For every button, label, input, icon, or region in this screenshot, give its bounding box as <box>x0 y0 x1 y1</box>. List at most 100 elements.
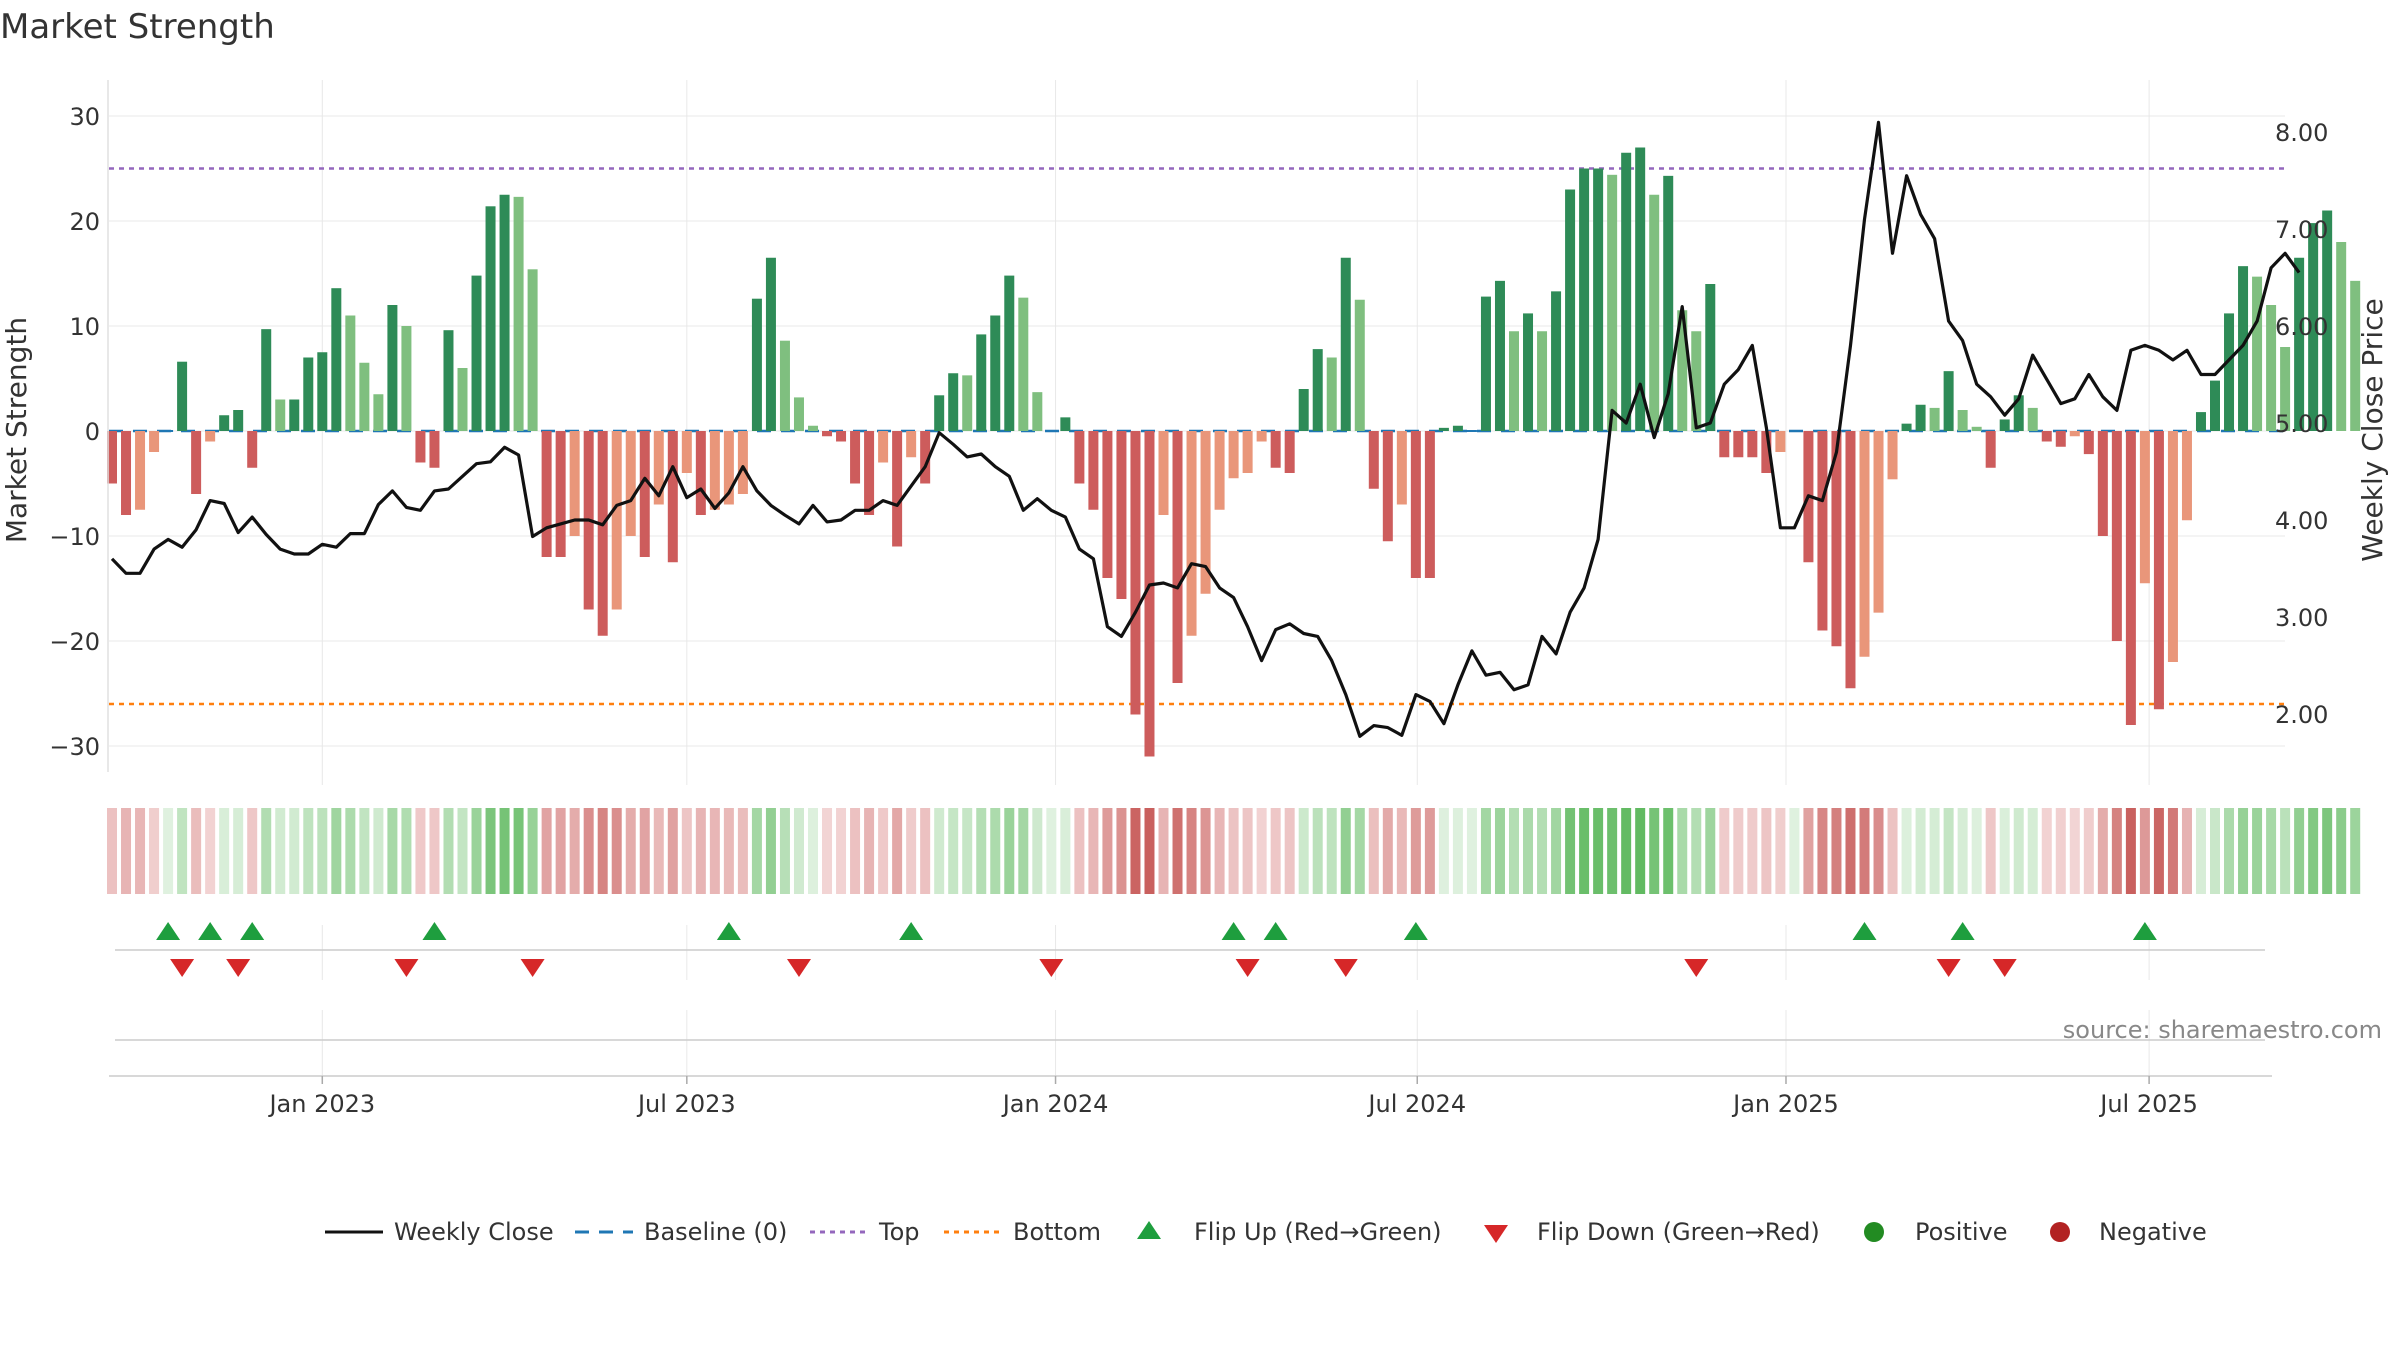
strength-bar-positive <box>765 257 776 431</box>
strength-bar-negative <box>541 431 552 557</box>
heat-strip-cell <box>1915 808 1926 894</box>
strength-bar-negative <box>1719 431 1730 458</box>
y-tick-label: 20 <box>69 208 100 236</box>
heat-strip-cell <box>261 808 272 894</box>
strength-bar-positive <box>2322 210 2333 431</box>
strength-bar-positive <box>976 334 987 431</box>
strength-bar-negative <box>1733 431 1744 458</box>
legend-item-flip-down: Flip Down (Green→Red) <box>1484 1218 1820 1246</box>
heat-strip-cell <box>878 808 889 894</box>
heat-strip-cell <box>625 808 636 894</box>
heat-strip-cell <box>1256 808 1267 894</box>
heat-strip-cell <box>541 808 552 894</box>
heat-strip-cell <box>1607 808 1618 894</box>
strength-bar-negative <box>1775 431 1786 452</box>
strength-bar-positive <box>1438 427 1449 431</box>
strength-heat-strip <box>107 808 2361 894</box>
flip-down-triangle-icon <box>1333 959 1358 977</box>
heat-strip-cell <box>836 808 847 894</box>
y-tick-label: 0 <box>85 418 100 446</box>
strength-bar-negative <box>723 431 734 505</box>
strength-bar-positive <box>1004 275 1015 431</box>
heat-strip-cell <box>2280 808 2291 894</box>
strength-bar-positive <box>359 362 370 431</box>
heat-strip-cell <box>1144 808 1155 894</box>
strength-bar-negative <box>611 431 622 610</box>
strength-bar-positive <box>1999 419 2010 431</box>
heat-strip-cell <box>653 808 664 894</box>
strength-bar-positive <box>2013 395 2024 431</box>
legend-label: Bottom <box>1013 1218 1101 1246</box>
heat-strip-cell <box>499 808 510 894</box>
strength-bar-negative <box>569 431 580 536</box>
strength-bar-positive <box>471 275 482 431</box>
strength-bar-negative <box>247 431 258 468</box>
flip-up-triangle-icon <box>1221 922 1246 940</box>
heat-strip-cell <box>2097 808 2108 894</box>
heat-strip-cell <box>471 808 482 894</box>
legend-label: Positive <box>1915 1218 2008 1246</box>
strength-bar-negative <box>2181 431 2192 521</box>
y-tick-label: −10 <box>49 523 100 551</box>
strength-bar-negative <box>709 431 720 510</box>
strength-bar-negative <box>1859 431 1870 657</box>
heat-strip-cell <box>1354 808 1365 894</box>
heat-strip-cell <box>331 808 342 894</box>
heat-strip-cell <box>485 808 496 894</box>
strength-bar-positive <box>990 315 1001 431</box>
strength-bar-positive <box>2027 407 2038 431</box>
strength-bar-positive <box>1635 147 1646 431</box>
heat-strip-cell <box>569 808 580 894</box>
heat-strip-cell <box>513 808 524 894</box>
heat-strip-cell <box>2069 808 2080 894</box>
heat-strip-cell <box>962 808 973 894</box>
strength-bar-negative <box>1214 431 1225 510</box>
y2-tick-label: 6.00 <box>2275 313 2328 341</box>
heat-strip-cell <box>779 808 790 894</box>
flip-up-triangle-icon <box>899 922 924 940</box>
strength-bar-negative <box>1424 431 1435 578</box>
strength-bar-positive <box>317 352 328 431</box>
strength-bar-positive <box>1705 284 1716 431</box>
strength-bar-negative <box>920 431 931 484</box>
strength-bar-positive <box>1551 291 1562 431</box>
strength-bar-negative <box>2069 431 2080 437</box>
strength-bar-negative <box>1761 431 1772 473</box>
heat-strip-cell <box>387 808 398 894</box>
strength-bar-positive <box>499 194 510 431</box>
flip-down-triangle-icon <box>1039 959 1064 977</box>
heat-strip-cell <box>2181 808 2192 894</box>
heat-strip-cell <box>765 808 776 894</box>
strength-bar-negative <box>2055 431 2066 447</box>
y-tick-label: −20 <box>49 628 100 656</box>
legend-item-top: Top <box>810 1218 920 1246</box>
strength-bar-negative <box>1396 431 1407 505</box>
heat-strip-cell <box>1565 808 1576 894</box>
heat-strip-cell <box>1116 808 1127 894</box>
strength-bar-negative <box>2125 431 2136 725</box>
legend-item-positive: Positive <box>1864 1218 2008 1246</box>
heat-strip-cell <box>1074 808 1085 894</box>
heat-strip-cell <box>1873 808 1884 894</box>
strength-bar-positive <box>219 415 230 431</box>
heat-strip-cell <box>1088 808 1099 894</box>
strength-bar-negative <box>878 431 889 463</box>
strength-bar-negative <box>1985 431 1996 468</box>
heat-strip-cell <box>527 808 538 894</box>
strength-bar-negative <box>625 431 636 536</box>
heat-strip-cell <box>2224 808 2235 894</box>
strength-bar-negative <box>1368 431 1379 489</box>
strength-bar-positive <box>2280 347 2291 431</box>
strength-bar-positive <box>751 298 762 431</box>
price-series <box>110 120 2301 738</box>
triangle-down-icon <box>1484 1225 1508 1243</box>
strength-bar-positive <box>1018 297 1029 431</box>
flip-up-triangle-icon <box>422 922 447 940</box>
heat-strip-cell <box>303 808 314 894</box>
heat-strip-cell <box>191 808 202 894</box>
heat-strip-cell <box>1663 808 1674 894</box>
strength-bar-negative <box>1158 431 1169 515</box>
heat-strip-cell <box>1705 808 1716 894</box>
heat-strip-cell <box>177 808 188 894</box>
